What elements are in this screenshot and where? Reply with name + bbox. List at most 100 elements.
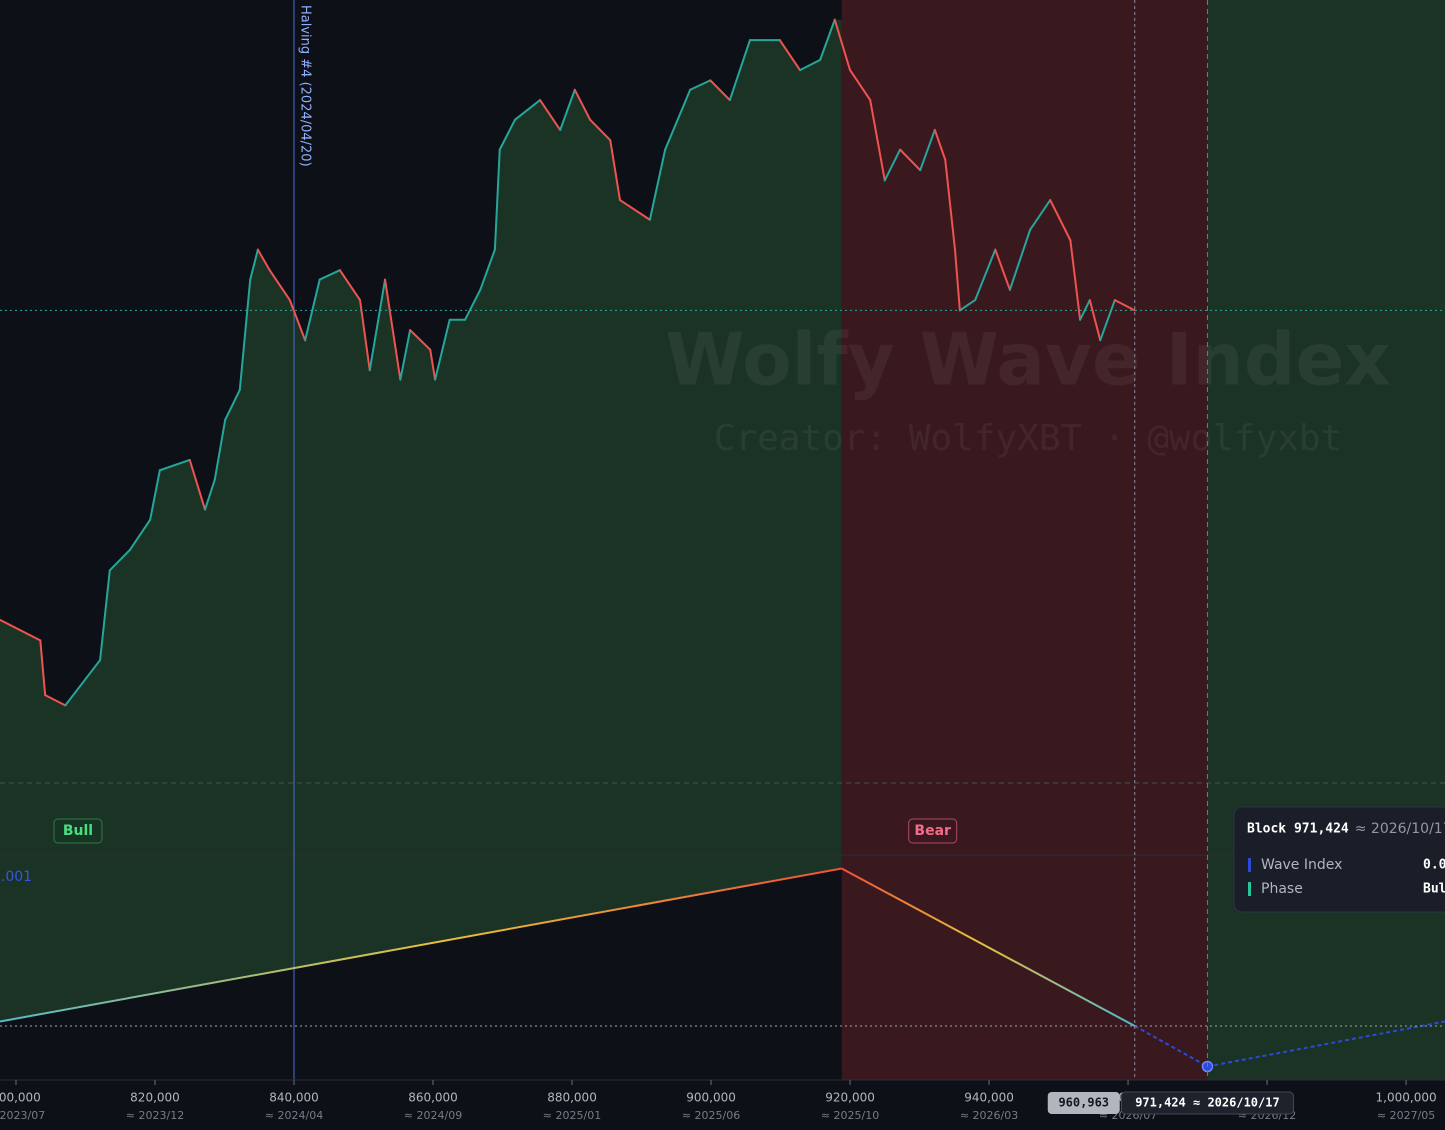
x-tick-date: ≈ 2025/01 [543,1109,601,1122]
price-segment [384,278,402,381]
x-tick-date: ≈ 2025/10 [821,1109,879,1122]
price-segment [479,248,496,291]
x-tick-label: 840,000 [269,1091,319,1105]
level-label: 0.001 [0,869,32,885]
x-tick-date: ≈ 2023/12 [126,1109,184,1122]
price-segment [463,288,482,321]
price-segment [249,248,259,281]
price-segment [256,248,271,272]
watermark-subtitle: Creator: WolfyXBT · @wolfyxbt [714,418,1343,459]
price-segment [213,418,227,481]
crosshair-label-box [1047,1092,1120,1114]
tooltip-date: ≈ 2026/10/17 [1355,821,1445,837]
phase-label-box [908,818,958,844]
price-segment [409,329,432,351]
tooltip-title: Block 971,424 [1247,822,1349,837]
price-segment [933,128,947,161]
price-segment [204,478,216,511]
x-tick-label: 920,000 [825,1091,875,1105]
price-segment [434,318,451,381]
price-segment [589,118,612,142]
price-segment [1049,199,1072,242]
x-tick-date: ≈ 2023/07 [0,1109,45,1122]
price-segment [919,128,936,172]
price-segment [399,329,412,381]
price-segment [1079,299,1091,321]
tooltip-swatch [1248,858,1251,872]
price-segment [368,278,387,372]
price-segment [648,148,667,221]
price-segment [899,148,922,172]
tooltip-row-name: Wave Index [1261,857,1342,873]
x-tick-label: 800,000 [0,1091,41,1105]
wave-index-segment [1207,1020,1445,1068]
price-segment [493,148,501,251]
price-segment [0,618,42,642]
price-segment [728,39,751,102]
tooltip-row-value: 0.06 [1423,858,1445,873]
price-segment [318,269,341,281]
tooltip-swatch [1248,882,1251,896]
cursor-label-box [1120,1091,1294,1115]
x-tick-label: 880,000 [547,1091,597,1105]
price-segment [64,659,102,707]
price-segment [1008,228,1032,291]
price-segment [238,278,252,391]
price-segment [1088,299,1102,342]
price-segment [778,39,801,72]
price-segment [944,158,956,251]
price-segment [1099,299,1116,342]
phase-label: Bull [63,823,93,839]
price-segment [149,469,161,521]
price-segment [429,348,437,381]
price-segment [99,569,111,662]
price-segment [108,548,131,572]
phase-label-box [53,818,103,844]
price-segment [128,518,152,551]
price-segment [188,458,207,511]
x-tick-label: 860,000 [408,1091,458,1105]
price-segment [338,269,362,302]
phase-band [841,0,1208,1080]
price-segment [44,694,67,707]
wave-index-segment [841,867,1136,1027]
tooltip-row-value: Bull [1423,882,1445,897]
price-segment [709,79,731,102]
phase-band [1207,0,1445,1080]
background-mask [0,868,842,1080]
price-segment [158,458,191,472]
price-segment [689,79,712,91]
price-segment [39,639,47,697]
price-segment [559,88,576,131]
x-tick-label: 940,000 [964,1091,1014,1105]
price-segment [304,278,321,342]
price-segment [994,248,1011,291]
background-mask [0,0,842,706]
price-segment [1069,239,1082,321]
x-tick-date: ≈ 2026/03 [960,1109,1018,1122]
x-tick-date: ≈ 2025/06 [682,1109,740,1122]
cursor-label: 971,424 ≈ 2026/10/17 [1135,1096,1280,1110]
tooltip-box [1233,806,1445,913]
x-tick-label: 820,000 [130,1091,180,1105]
price-segment [539,99,562,131]
price-segment [1113,299,1136,312]
x-tick-label: 900,000 [686,1091,736,1105]
price-segment [609,139,621,202]
price-segment [819,18,836,61]
price-segment [1029,199,1052,231]
crosshair-label: 960,963 [1058,1096,1109,1110]
price-segment [849,69,872,102]
price-segment [953,248,961,312]
price-segment [833,18,852,72]
phase-label: Bear [914,823,951,839]
price-segment [288,299,307,342]
x-tick-date: ≈ 2027/05 [1377,1109,1435,1122]
x-tick-label: 1,000,000 [1376,1091,1437,1105]
price-segment [883,148,902,182]
price-segment [514,99,542,121]
price-segment [974,248,997,302]
price-segment [498,118,517,151]
price-segment [268,269,291,302]
